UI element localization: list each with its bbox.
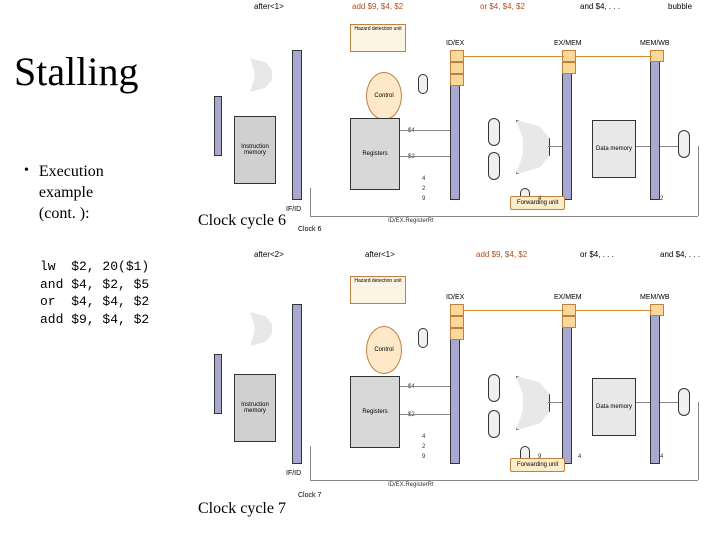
idex-registerrt-label: ID/EX.RegisterRt (388, 218, 434, 224)
d2-alu-mux-a (488, 374, 500, 402)
d2-sig-dest9: 9 (538, 454, 541, 460)
pipeline-diagram-cycle-6: after<1> add $9, $4, $2 or $4, $4, $2 an… (200, 0, 712, 240)
d2-control-unit: Control (366, 326, 402, 374)
exmem-m-field (562, 62, 576, 74)
data-memory: Data memory (592, 120, 636, 178)
d2-idex-registerrt-label: ID/EX.RegisterRt (388, 482, 434, 488)
d2-register-file: Registers (350, 376, 400, 448)
alu-mux-a (488, 118, 500, 146)
d2-memwb-label: MEM/WB (640, 294, 670, 301)
idex-m-field (450, 62, 464, 74)
d2-exmem-wb (562, 304, 576, 316)
code-l1: lw $2, 20($1) (40, 259, 149, 274)
pc-register (214, 96, 222, 156)
d2-data-memory: Data memory (592, 378, 636, 436)
register-file: Registers (350, 118, 400, 190)
code-l2: and $4, $2, $5 (40, 277, 149, 292)
stage-label-2: add $9, $4, $2 (352, 2, 403, 11)
pipeline-diagram-cycle-7: after<2> after<1> add $9, $4, $2 or $4, … (200, 248, 712, 518)
sig-2a: 2 (422, 186, 425, 192)
code-l3: or $4, $4, $2 (40, 294, 149, 309)
d2-pc-adder (250, 312, 272, 346)
d2-exmem-label: EX/MEM (554, 294, 582, 301)
d2-pc-register (214, 354, 222, 414)
instruction-memory: Instruction memory (234, 116, 276, 184)
d2-wb-mux (678, 388, 690, 416)
sig-4b: 4 (538, 196, 541, 202)
reg-out-2: $2 (408, 154, 415, 160)
ifid-label: IF/ID (286, 206, 301, 213)
d2-reg-out-1: $4 (408, 384, 415, 390)
d2-alu-mux-b (488, 410, 500, 438)
d2-hazard-detection-unit: Hazard detection unit (350, 276, 406, 304)
d2-sig-9: 9 (422, 454, 425, 460)
memwb-label: MEM/WB (640, 40, 670, 47)
alu-mux-b (488, 152, 500, 180)
stage-label-3: or $4, $4, $2 (480, 2, 525, 11)
d2-idex-ex (450, 328, 464, 340)
d2-memwb-register (650, 304, 660, 464)
bullet-line-3: (cont. ): (39, 204, 104, 225)
slide-title: Stalling (14, 48, 138, 95)
hazard-detection-unit: Hazard detection unit (350, 24, 406, 52)
clock-7-sublabel: Clock 7 (298, 492, 321, 499)
d2-memwb-wb (650, 304, 664, 316)
control-unit: Control (366, 72, 402, 120)
idex-label: ID/EX (446, 40, 464, 47)
sig-4a: 4 (422, 176, 425, 182)
d2-stage-label-4: or $4, . . . (580, 250, 614, 259)
d2-stage-label-2: after<1> (365, 250, 395, 259)
d2-ifid-label: IF/ID (286, 470, 301, 477)
d2-sig-4wb: 4 (660, 454, 663, 460)
d2-instruction-memory: Instruction memory (234, 374, 276, 442)
d2-sig-4c: 4 (578, 454, 581, 460)
memwb-wb-field (650, 50, 664, 62)
wb-mux (678, 130, 690, 158)
d2-stage-label-5: and $4, . . . (660, 250, 700, 259)
d2-sig-4a: 4 (422, 434, 425, 440)
d2-idex-wb (450, 304, 464, 316)
code-l4: add $9, $4, $2 (40, 312, 149, 327)
d2-exmem-m (562, 316, 576, 328)
d2-sig-2a: 2 (422, 444, 425, 450)
bullet-line-2: example (39, 183, 104, 204)
d2-idex-label: ID/EX (446, 294, 464, 301)
memwb-register (650, 50, 660, 200)
sig-9: 9 (422, 196, 425, 202)
sig-2wb: 2 (660, 196, 663, 202)
d2-control-mux (418, 328, 428, 348)
d2-forwarding-unit: Forwarding unit (510, 458, 565, 472)
d2-alu (516, 376, 550, 430)
d2-ifid-register (292, 304, 302, 464)
stage-label-1: after<1> (254, 2, 284, 11)
exmem-label: EX/MEM (554, 40, 582, 47)
idex-wb-field (450, 50, 464, 62)
bullet-section: • Execution example (cont. ): (24, 162, 104, 224)
d2-stage-label-1: after<2> (254, 250, 284, 259)
bullet-dot: • (24, 162, 29, 180)
d2-exmem-register (562, 304, 572, 464)
d2-reg-out-2: $2 (408, 412, 415, 418)
d2-idex-m (450, 316, 464, 328)
reg-out-1: $4 (408, 128, 415, 134)
code-block: lw $2, 20($1) and $4, $2, $5 or $4, $4, … (40, 258, 149, 328)
bullet-line-1: Execution (39, 162, 104, 183)
d2-stage-label-3: add $9, $4, $2 (476, 250, 527, 259)
stage-label-5: bubble (668, 2, 692, 11)
clock-6-sublabel: Clock 6 (298, 226, 321, 233)
stage-label-4: and $4, . . . (580, 2, 620, 11)
idex-ex-field (450, 74, 464, 86)
control-mux (418, 74, 428, 94)
exmem-wb-field (562, 50, 576, 62)
ifid-register (292, 50, 302, 200)
